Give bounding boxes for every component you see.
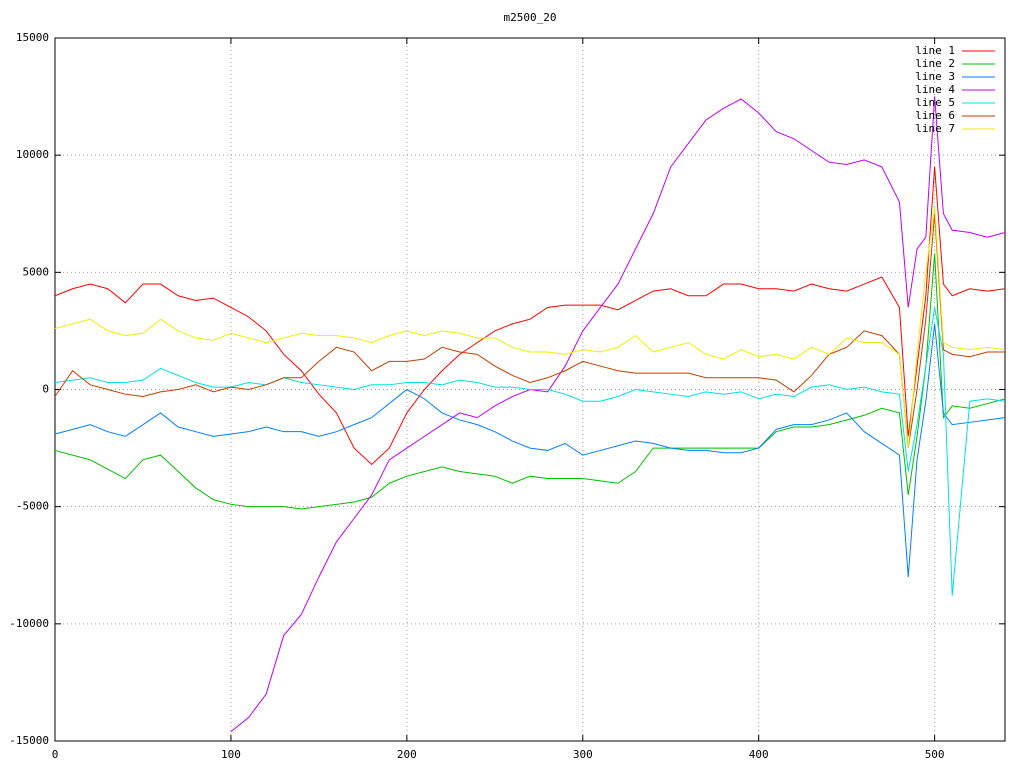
y-tick-label: 5000 [23, 265, 50, 278]
data-line [54, 307, 1006, 596]
y-tick-label: 0 [42, 383, 49, 396]
x-tick-label: 200 [397, 748, 417, 761]
x-tick-label: 500 [925, 748, 945, 761]
y-tick-label: -10000 [9, 617, 49, 630]
chart-title: m2500_20 [504, 11, 557, 24]
legend-label: line 4 [915, 83, 955, 96]
plot-frame [54, 37, 1006, 742]
x-tick-label: 300 [573, 748, 593, 761]
legend-label: line 7 [915, 122, 955, 135]
legend-label: line 3 [915, 70, 955, 83]
x-tick-label: 100 [221, 748, 241, 761]
y-tick-label: 10000 [16, 148, 49, 161]
x-tick-label: 400 [749, 748, 769, 761]
x-tick-label: 0 [52, 748, 59, 761]
data-line [54, 323, 1006, 578]
data-line [230, 96, 1006, 733]
data-line [54, 253, 1006, 510]
y-tick-label: 15000 [16, 31, 49, 44]
legend-label: line 5 [915, 96, 955, 109]
y-tick-label: -15000 [9, 734, 49, 747]
legend-label: line 6 [915, 109, 955, 122]
legend-label: line 2 [915, 57, 955, 70]
data-line [54, 166, 1006, 466]
data-line [54, 206, 1006, 449]
data-line [54, 213, 1005, 449]
y-tick-label: -5000 [16, 500, 49, 513]
legend-label: line 1 [915, 44, 955, 57]
